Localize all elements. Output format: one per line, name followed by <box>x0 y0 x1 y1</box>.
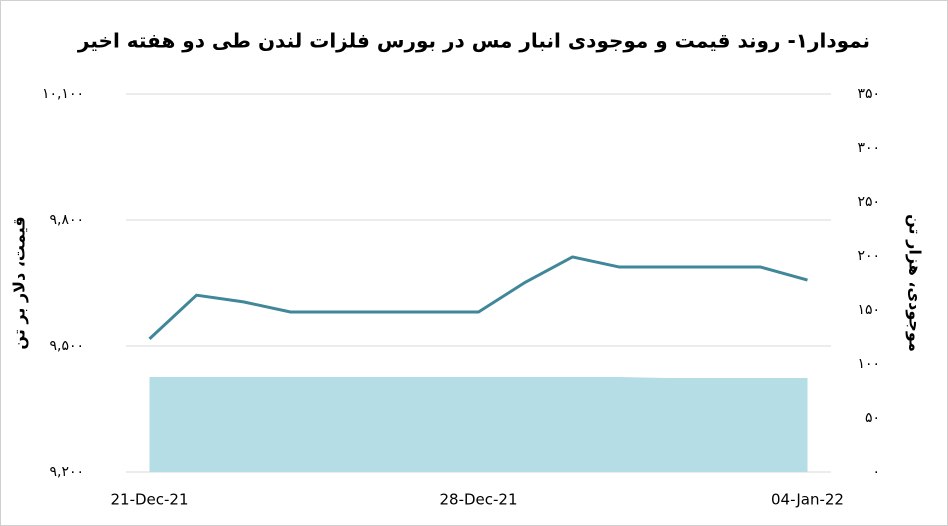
y-tick-label: ۹,۸۰۰ <box>49 212 84 228</box>
y2-tick-label: ۰ <box>872 464 880 480</box>
line <box>148 255 808 340</box>
area <box>149 376 808 472</box>
y2-tick-label: ۲۰۰ <box>857 248 880 264</box>
y2-tick-label: ۲۵۰ <box>857 194 880 210</box>
chart-title: نمودار۱- روند قیمت و موجودی انبار مس در … <box>77 29 870 53</box>
y-tick-label: ۹,۲۰۰ <box>49 464 84 480</box>
y2-tick-label: ۵۰ <box>865 410 880 426</box>
y2-tick-label: ۱۰۰ <box>857 356 880 372</box>
x-tick-label: 28-Dec-21 <box>439 491 517 509</box>
x-tick-label: 21-Dec-21 <box>110 491 188 509</box>
y-tick-label: ۱۰,۱۰۰ <box>42 86 84 102</box>
y2-tick-label: ۳۵۰ <box>857 86 880 102</box>
y2-axis-title: موجودی، هزار تن <box>906 214 925 352</box>
x-tick-label: 04-Jan-22 <box>771 491 844 509</box>
y2-tick-label: ۱۵۰ <box>857 302 880 318</box>
y-axis-title: قیمت، دلار بر تن <box>10 216 29 349</box>
y2-tick-label: ۳۰۰ <box>857 140 880 156</box>
y-tick-label: ۹,۵۰۰ <box>49 338 84 354</box>
